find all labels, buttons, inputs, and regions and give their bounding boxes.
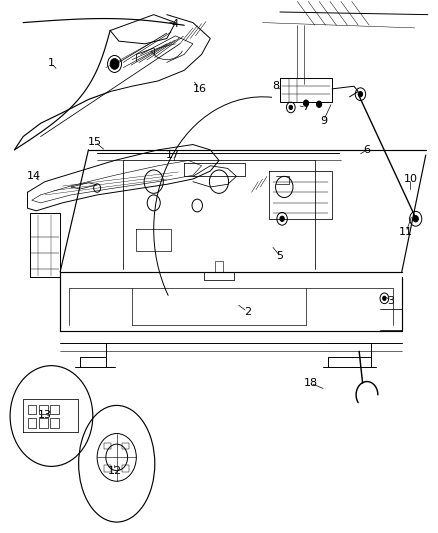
Bar xyxy=(50,418,59,427)
Bar xyxy=(28,418,36,427)
Text: 4: 4 xyxy=(172,19,179,29)
Bar xyxy=(104,465,111,472)
Bar xyxy=(50,405,59,415)
Circle shape xyxy=(110,59,119,69)
Bar xyxy=(39,405,47,415)
Bar xyxy=(123,443,130,449)
Text: 10: 10 xyxy=(403,174,417,184)
Text: 3: 3 xyxy=(388,296,394,306)
Circle shape xyxy=(280,216,284,221)
Text: 16: 16 xyxy=(192,84,206,94)
Text: 2: 2 xyxy=(244,306,251,317)
Bar xyxy=(123,465,130,472)
Text: 1: 1 xyxy=(48,59,55,68)
Text: 7: 7 xyxy=(303,102,310,112)
Text: 5: 5 xyxy=(276,251,283,261)
Circle shape xyxy=(413,216,418,222)
Text: 11: 11 xyxy=(399,227,413,237)
Bar xyxy=(104,443,111,449)
Circle shape xyxy=(304,100,309,107)
Circle shape xyxy=(383,296,386,301)
Text: 17: 17 xyxy=(166,150,180,160)
Bar xyxy=(39,418,47,427)
Text: 14: 14 xyxy=(27,172,41,181)
Text: 18: 18 xyxy=(304,378,318,388)
Text: 8: 8 xyxy=(272,81,279,91)
Circle shape xyxy=(289,106,293,110)
Bar xyxy=(28,405,36,415)
Circle shape xyxy=(358,92,363,97)
Text: 13: 13 xyxy=(38,410,52,420)
Circle shape xyxy=(317,101,322,108)
Text: 9: 9 xyxy=(320,116,327,126)
Text: 15: 15 xyxy=(88,137,102,147)
Text: 12: 12 xyxy=(107,466,122,475)
Text: 6: 6 xyxy=(364,145,371,155)
